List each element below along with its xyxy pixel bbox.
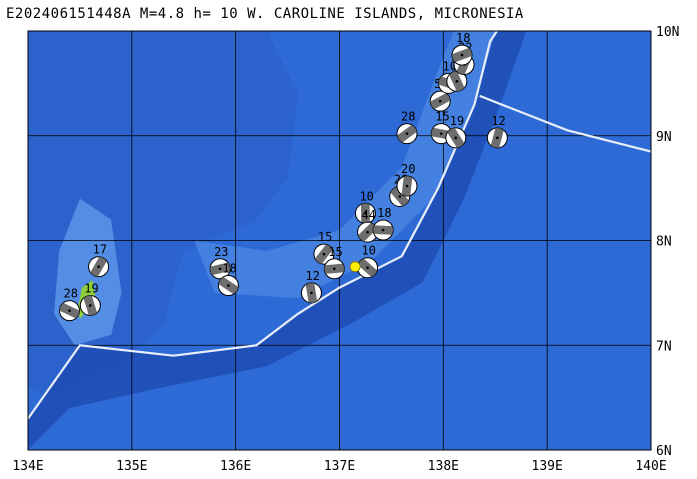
lat-tick-label: 8N bbox=[656, 235, 672, 250]
beachball-center bbox=[322, 252, 326, 256]
focal-mechanism: 15 bbox=[313, 230, 335, 265]
event-depth-label: 19 bbox=[84, 281, 98, 295]
focal-mechanism: 28 bbox=[396, 110, 418, 145]
beachball-center bbox=[68, 309, 71, 312]
beachball-center bbox=[218, 267, 222, 271]
epicenter-marker bbox=[349, 261, 361, 273]
focal-mechanism: 12 bbox=[300, 269, 322, 304]
event-depth-label: 10 bbox=[362, 244, 376, 258]
event-depth-label: 28 bbox=[401, 110, 415, 124]
event-depth-label: 23 bbox=[214, 245, 228, 259]
lat-tick-label: 9N bbox=[656, 130, 672, 145]
beachball-center bbox=[460, 53, 464, 57]
event-depth-label: 12 bbox=[305, 269, 319, 283]
focal-mechanism: 12 bbox=[486, 114, 508, 149]
map-frame bbox=[27, 30, 652, 451]
lon-tick-label: 135E bbox=[116, 459, 147, 474]
event-depth-label: 15 bbox=[318, 230, 332, 244]
beachball-center bbox=[366, 230, 369, 234]
focal-mechanism: 15 bbox=[323, 245, 345, 280]
lon-tick-label: 139E bbox=[532, 459, 563, 474]
focal-mechanism: 18 bbox=[217, 262, 239, 297]
lat-tick-label: 6N bbox=[656, 444, 672, 459]
beachball-center bbox=[227, 284, 230, 287]
focal-mechanism: 19 bbox=[445, 114, 467, 149]
event-depth-label: 15 bbox=[435, 110, 449, 124]
beachball-center bbox=[97, 265, 100, 268]
event-depth-label: 15 bbox=[328, 245, 342, 259]
beachball-center bbox=[381, 228, 385, 232]
lon-tick-label: 136E bbox=[220, 459, 251, 474]
event-depth-label: 20 bbox=[401, 162, 415, 176]
axis-labels: 134E 135E 136E 137E 138E 139E 140E 10N 9N 8N 7N 6N bbox=[12, 25, 679, 474]
lat-tick-label: 7N bbox=[656, 339, 672, 354]
lon-tick-label: 140E bbox=[635, 459, 666, 474]
beachball-center bbox=[455, 79, 459, 83]
focal-mechanism: 23 bbox=[209, 245, 231, 280]
lon-tick-label: 138E bbox=[428, 459, 459, 474]
beachball-center bbox=[364, 211, 367, 215]
event-depth-label: 44 bbox=[362, 208, 376, 222]
plate-boundary-line bbox=[479, 94, 651, 153]
lat-tick-label: 10N bbox=[656, 25, 679, 40]
beachball-center bbox=[310, 291, 313, 295]
event-depth-label: 12 bbox=[491, 114, 505, 128]
beachball-center bbox=[438, 99, 442, 103]
plate-boundaries bbox=[28, 31, 651, 420]
event-depth-label: 10 bbox=[359, 189, 373, 203]
focal-mechanism: 19 bbox=[79, 281, 101, 316]
focal-mechanism: 28 bbox=[59, 287, 81, 322]
beachball-center bbox=[333, 267, 336, 271]
beachball-center bbox=[405, 184, 409, 188]
event-depth-label: 18 bbox=[456, 31, 470, 45]
beachball-center bbox=[89, 304, 92, 307]
focal-mechanism: 44 bbox=[357, 208, 379, 243]
focal-mechanism: 10 bbox=[357, 244, 379, 279]
plate-boundary-line bbox=[28, 31, 499, 420]
event-depth-label: 19 bbox=[450, 114, 464, 128]
beachball-center bbox=[398, 195, 402, 198]
event-depth-label: 17 bbox=[93, 243, 107, 257]
beachball-center bbox=[366, 266, 369, 270]
focal-mechanism: 18 bbox=[451, 31, 473, 66]
event-depth-label: 18 bbox=[377, 206, 391, 220]
focal-mechanism: 20 bbox=[396, 162, 418, 197]
focal-mechanism: 18 bbox=[372, 206, 394, 241]
beachball-center bbox=[405, 132, 409, 135]
event-depth-label: 10 bbox=[443, 59, 457, 73]
focal-mechanisms: 2819172318121515101044182020281519125210… bbox=[59, 31, 508, 322]
lon-tick-label: 137E bbox=[324, 459, 355, 474]
lon-tick-label: 134E bbox=[12, 459, 43, 474]
event-depth-label: 18 bbox=[222, 262, 236, 276]
event-depth-label: 28 bbox=[64, 287, 78, 301]
beachball-center bbox=[439, 132, 443, 135]
beachball-center bbox=[496, 136, 499, 140]
focal-mechanism: 10 bbox=[354, 189, 376, 224]
plot-area: 2819172318121515101044182020281519125210… bbox=[28, 31, 651, 450]
focal-mechanism: 17 bbox=[88, 243, 110, 278]
beachball-center bbox=[454, 136, 458, 140]
map-title: E202406151448A M=4.8 h= 10 W. CAROLINE I… bbox=[6, 6, 524, 22]
